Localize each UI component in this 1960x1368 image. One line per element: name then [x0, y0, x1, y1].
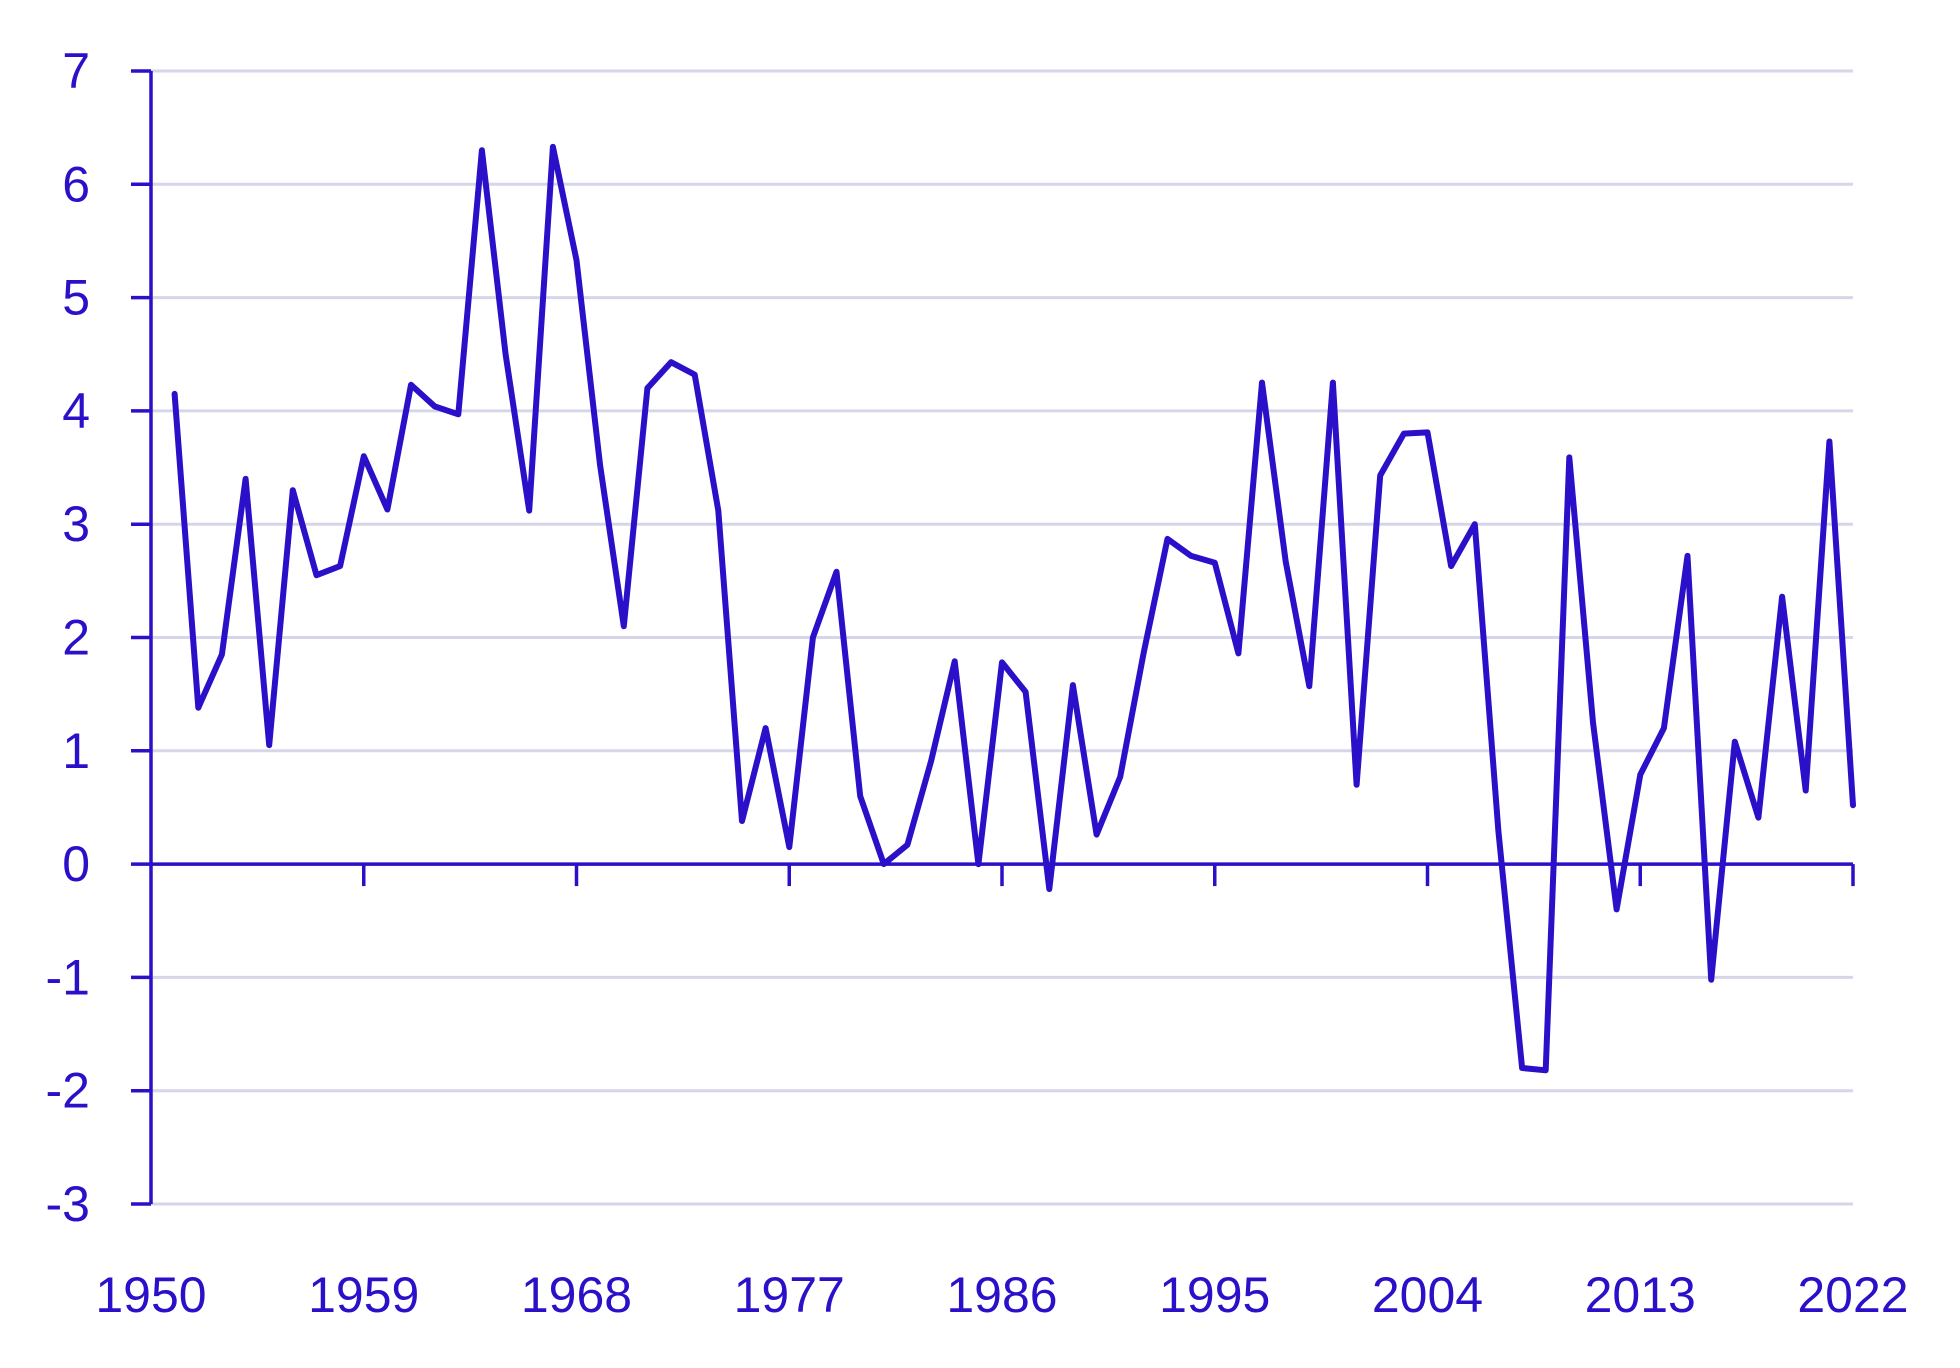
x-tick-label: 1995 — [1159, 1267, 1270, 1323]
x-tick-label: 1968 — [521, 1267, 632, 1323]
y-tick-label: 4 — [62, 383, 90, 439]
x-tick-label: 2022 — [1797, 1267, 1908, 1323]
series-layer — [171, 143, 1856, 1074]
x-tick-label: 2004 — [1372, 1267, 1483, 1323]
y-tick-label: 3 — [62, 496, 90, 552]
x-tick-label: 1959 — [308, 1267, 419, 1323]
y-tick-label: 7 — [62, 43, 90, 99]
x-tick-label: 1950 — [95, 1267, 206, 1323]
x-tick-label: 1986 — [946, 1267, 1057, 1323]
x-axis-ticks: 1950 1959 1968 1977 1986 1995 2004 2013 2022 — [95, 864, 1909, 1323]
y-tick-label: 0 — [62, 836, 90, 892]
y-tick-label: 5 — [62, 270, 90, 326]
y-tick-label: 1 — [62, 723, 90, 779]
y-axis-ticks: -3 -2 -1 0 1 2 3 4 5 6 7 — [46, 43, 151, 1232]
x-tick-label: 2013 — [1585, 1267, 1696, 1323]
y-tick-label: 6 — [62, 156, 90, 212]
y-tick-label: -2 — [46, 1063, 90, 1119]
series-line-0 — [171, 143, 1856, 1074]
y-tick-label: 2 — [62, 610, 90, 666]
y-tick-label: -3 — [46, 1176, 90, 1232]
gridlines — [151, 69, 1853, 1206]
y-tick-label: -1 — [46, 949, 90, 1005]
x-tick-label: 1977 — [734, 1267, 845, 1323]
